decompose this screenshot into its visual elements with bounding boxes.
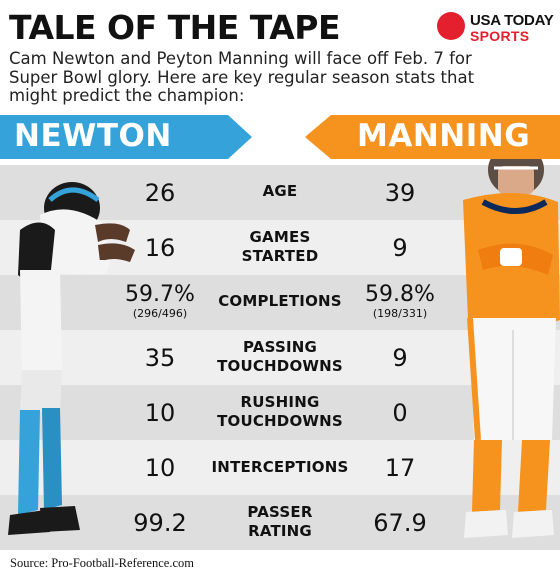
logo-line2: SPORTS	[470, 28, 530, 44]
newton-completion-pct: 59.7%	[125, 282, 195, 307]
newton-completion-detail: (296/496)	[132, 307, 188, 320]
newton-completions-value: 59.7% (296/496)	[100, 282, 220, 320]
stat-label-line1: PASSER	[247, 503, 313, 521]
manning-age-value: 39	[384, 179, 416, 207]
stat-label-passer-rating: PASSER RATING	[200, 503, 360, 541]
manning-passer-rating-value: 67.9	[373, 509, 427, 537]
stat-label-passing-touchdowns: PASSING TOUCHDOWNS	[200, 338, 360, 376]
usa-today-sports-logo: USA TODAY SPORTS	[437, 12, 557, 46]
manning-completions-value: 59.8% (198/331)	[340, 282, 460, 320]
logo-circle-icon	[437, 12, 465, 40]
newton-passing-td-value: 35	[144, 344, 176, 372]
newton-banner: NEWTON	[0, 115, 252, 159]
stat-label-line2: TOUCHDOWNS	[217, 357, 343, 375]
stat-label-line1: GAMES	[249, 228, 311, 246]
manning-player-image	[463, 144, 560, 538]
manning-games-started-value: 9	[392, 234, 408, 262]
logo-line1: USA TODAY	[470, 12, 554, 29]
intro-text: Cam Newton and Peyton Manning will face …	[9, 49, 475, 105]
newton-interceptions-value: 10	[144, 454, 176, 482]
stat-row-interceptions	[0, 440, 560, 495]
stat-row-passing-touchdowns	[0, 330, 560, 385]
stat-row-rushing-touchdowns	[0, 385, 560, 440]
newton-player-image	[8, 182, 135, 535]
newton-passer-rating-value: 99.2	[133, 509, 187, 537]
manning-passing-td-value: 9	[392, 344, 408, 372]
manning-rushing-td-value: 0	[392, 399, 408, 427]
page-title: TALE OF THE TAPE	[9, 8, 341, 47]
stat-label-completions: COMPLETIONS	[218, 292, 342, 310]
source-note: Source: Pro-Football-Reference.com	[10, 556, 194, 570]
newton-name: NEWTON	[14, 118, 172, 154]
stat-label-rushing-touchdowns: RUSHING TOUCHDOWNS	[200, 393, 360, 431]
stat-label-line1: RUSHING	[240, 393, 320, 411]
stat-label-line2: STARTED	[241, 247, 319, 265]
stat-label-age: AGE	[262, 182, 298, 200]
stat-label-line1: PASSING	[242, 338, 317, 356]
stat-label-line2: TOUCHDOWNS	[217, 412, 343, 430]
manning-completion-pct: 59.8%	[365, 282, 435, 307]
manning-completion-detail: (198/331)	[372, 307, 428, 320]
newton-rushing-td-value: 10	[144, 399, 176, 427]
manning-interceptions-value: 17	[384, 454, 416, 482]
newton-games-started-value: 16	[144, 234, 176, 262]
stat-label-line2: RATING	[248, 522, 312, 540]
newton-age-value: 26	[144, 179, 176, 207]
stat-label-games-started: GAMES STARTED	[200, 228, 360, 266]
stat-label-interceptions: INTERCEPTIONS	[211, 458, 349, 476]
manning-name: MANNING	[357, 118, 531, 154]
manning-banner: MANNING	[305, 115, 560, 159]
